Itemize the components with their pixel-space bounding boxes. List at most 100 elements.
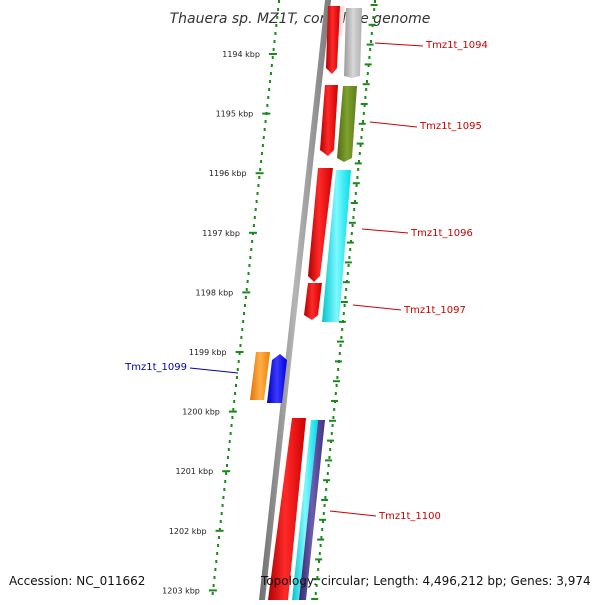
gene-label-1100[interactable]: Tmz1t_1100 bbox=[378, 511, 441, 522]
ruler-label: 1201 kbp bbox=[176, 467, 214, 476]
ruler-dot bbox=[314, 592, 317, 595]
gene-label-1099[interactable]: Tmz1t_1099 bbox=[124, 362, 187, 373]
gene-olive[interactable] bbox=[337, 86, 357, 162]
ruler-major-tick bbox=[242, 291, 251, 294]
ruler-dot bbox=[240, 336, 243, 339]
gene-cyan[interactable] bbox=[322, 170, 351, 322]
ruler-label: 1196 kbp bbox=[209, 169, 247, 178]
gene-cyan-lower[interactable] bbox=[292, 420, 318, 600]
ruler-dot bbox=[229, 432, 232, 435]
ruler-dot bbox=[216, 552, 219, 555]
ruler-minor-tick bbox=[348, 221, 356, 224]
ruler-dot bbox=[322, 520, 324, 523]
ruler-major-tick bbox=[235, 351, 244, 353]
gene-red-1097[interactable] bbox=[304, 283, 322, 320]
gene-red-1094[interactable] bbox=[326, 6, 340, 74]
ruler-dot bbox=[346, 272, 349, 275]
ruler-dot bbox=[262, 136, 265, 139]
gene-red-1100[interactable] bbox=[268, 418, 306, 600]
gene-label-1097[interactable]: Tmz1t_1097 bbox=[403, 305, 466, 316]
ruler-dot bbox=[250, 248, 253, 251]
gene-label-1096[interactable]: Tmz1t_1096 bbox=[410, 228, 473, 239]
ruler-dot bbox=[338, 352, 341, 355]
ruler-dot bbox=[235, 376, 238, 379]
ruler-dot bbox=[269, 80, 272, 83]
ruler-minor-tick bbox=[325, 459, 333, 462]
ruler-dot bbox=[334, 392, 337, 395]
ruler-dot bbox=[234, 384, 237, 387]
genome-summary-text: Topology: circular; Length: 4,496,212 bp… bbox=[261, 574, 591, 588]
ruler-minor-tick bbox=[370, 4, 378, 6]
ruler-dot bbox=[341, 328, 344, 331]
ruler-dot bbox=[261, 144, 264, 147]
ruler-dot bbox=[342, 312, 345, 315]
ruler-dot bbox=[251, 240, 254, 243]
ruler-dot bbox=[263, 128, 266, 131]
ruler-dot bbox=[350, 232, 353, 235]
ruler-dot bbox=[218, 528, 221, 531]
ruler-dot bbox=[366, 80, 368, 83]
ruler-dot bbox=[249, 256, 252, 259]
ruler-minor-tick bbox=[364, 63, 372, 66]
ruler-dot bbox=[355, 184, 358, 187]
gene-purple[interactable] bbox=[299, 420, 325, 600]
ruler-minor-tick bbox=[321, 499, 329, 501]
ruler-major-tick bbox=[262, 112, 271, 115]
ruler-dot bbox=[275, 24, 278, 27]
ruler-dot bbox=[253, 216, 256, 219]
gene-red-1096[interactable] bbox=[308, 168, 333, 282]
ruler-minor-tick bbox=[360, 103, 368, 105]
ruler-dot bbox=[245, 288, 248, 291]
ruler-dot bbox=[247, 272, 250, 275]
ruler-dot bbox=[358, 160, 360, 163]
ruler-dot bbox=[336, 376, 339, 379]
gene-orange[interactable] bbox=[250, 352, 270, 400]
ruler-dot bbox=[352, 216, 355, 219]
ruler-dot bbox=[370, 32, 373, 35]
ruler-label: 1200 kbp bbox=[182, 408, 220, 417]
ruler-dot bbox=[228, 440, 231, 443]
ruler-dot bbox=[246, 280, 249, 283]
ruler-label: 1197 kbp bbox=[202, 229, 240, 238]
ruler-dot bbox=[369, 48, 372, 51]
ruler-minor-tick bbox=[342, 281, 350, 284]
gene-label-1094[interactable]: Tmz1t_1094 bbox=[425, 40, 488, 51]
ruler-major-tick bbox=[215, 529, 224, 532]
ruler-dot bbox=[315, 584, 318, 587]
ruler-dot bbox=[226, 464, 229, 467]
ruler-dot bbox=[260, 152, 263, 155]
gene-label-1095[interactable]: Tmz1t_1095 bbox=[419, 121, 482, 132]
ruler-major-tick bbox=[255, 172, 264, 175]
ruler-major-tick bbox=[248, 231, 257, 234]
ruler-dot bbox=[330, 432, 333, 435]
ruler-dot bbox=[274, 32, 277, 35]
gene-grey-rrna[interactable] bbox=[344, 8, 362, 78]
ruler-dot bbox=[266, 104, 269, 107]
ruler-dot bbox=[325, 488, 328, 491]
ruler-dot bbox=[317, 568, 320, 571]
ruler-dot bbox=[248, 264, 251, 267]
ruler-dot bbox=[239, 344, 242, 347]
ruler-dot bbox=[231, 416, 234, 419]
gene-blue-1099[interactable] bbox=[267, 354, 287, 403]
ruler-dot bbox=[337, 368, 340, 371]
ruler-dot bbox=[252, 224, 255, 227]
ruler-label: 1198 kbp bbox=[196, 288, 234, 297]
ruler-minor-tick bbox=[334, 360, 342, 363]
ruler-label: 1199 kbp bbox=[189, 348, 227, 357]
ruler-minor-tick bbox=[315, 558, 323, 561]
ruler-dot bbox=[277, 8, 280, 11]
ruler-dot bbox=[213, 576, 216, 579]
ruler-dot bbox=[361, 128, 364, 131]
ruler-dot bbox=[243, 312, 246, 315]
leader-1100 bbox=[329, 510, 377, 517]
ruler-dot bbox=[273, 40, 276, 43]
ruler-dot bbox=[324, 496, 327, 499]
ruler-dot bbox=[259, 168, 262, 171]
ruler-dot bbox=[278, 0, 280, 3]
ruler-dot bbox=[332, 416, 335, 419]
ruler-minor-tick bbox=[331, 400, 338, 402]
ruler-dot bbox=[343, 304, 346, 307]
ruler-dot bbox=[232, 408, 235, 411]
gene-red-1095[interactable] bbox=[320, 85, 338, 156]
